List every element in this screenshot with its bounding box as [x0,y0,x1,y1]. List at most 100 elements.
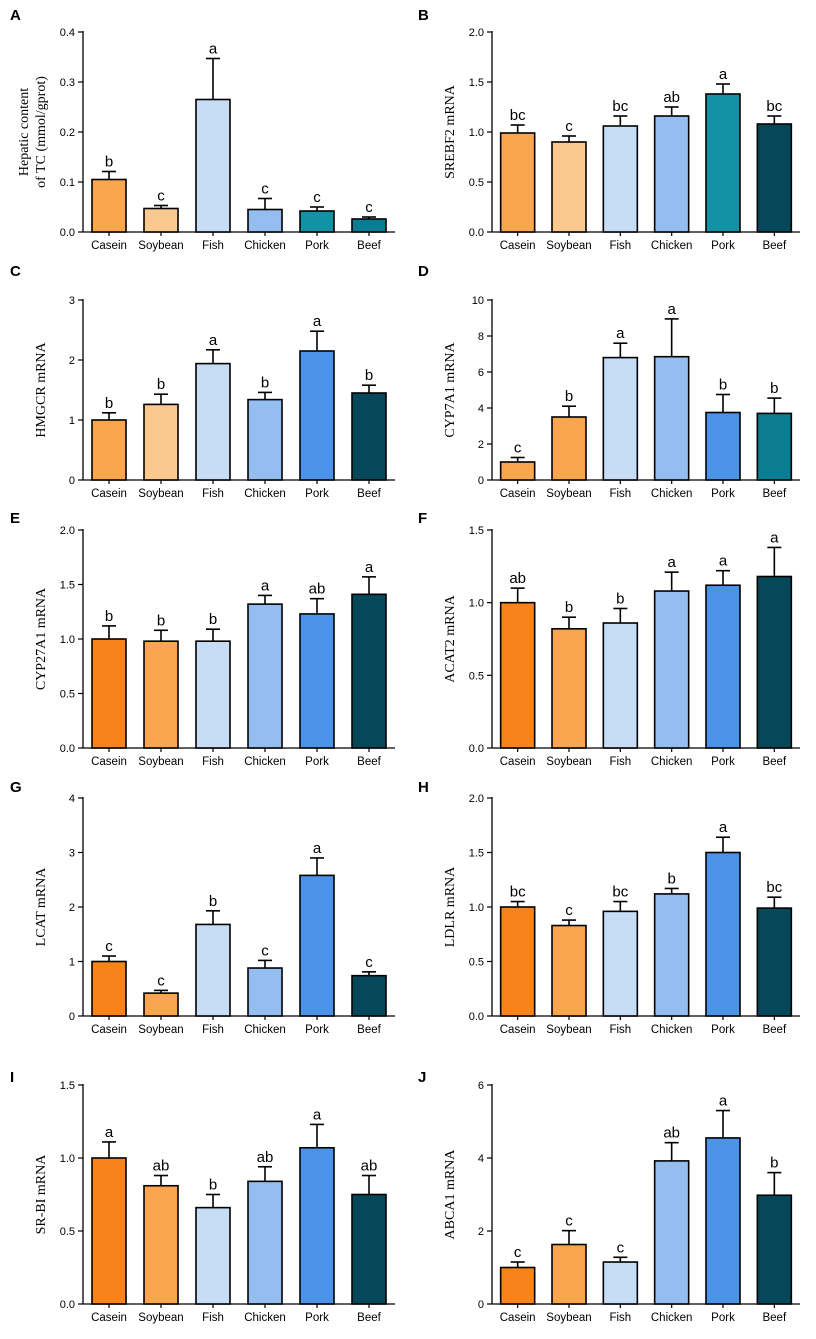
significance-label: b [105,395,113,412]
y-axis-label: of TC (mmol/gprot) [34,76,49,188]
significance-label: c [514,1244,522,1261]
significance-label: bc [612,884,628,901]
bar-beef [351,593,387,749]
category-label: Chicken [651,1312,693,1324]
category-label: Soybean [546,488,591,500]
significance-label: c [565,902,573,919]
significance-label: a [770,529,779,546]
bar-pork [705,93,741,233]
significance-label: ab [509,570,526,587]
category-label: Chicken [244,488,286,500]
significance-label: c [365,199,373,216]
y-tick-label: 3 [69,295,75,307]
significance-label: b [565,388,573,405]
y-tick-label: 4 [478,1153,484,1165]
bar-casein [91,960,127,1017]
y-tick-label: 1.5 [60,1080,75,1092]
category-label: Pork [711,240,735,252]
y-tick-label: 0.5 [60,1226,75,1238]
category-label: Chicken [651,1024,693,1036]
category-label: Soybean [138,488,183,500]
category-label: Beef [357,240,381,252]
bar-pork [705,851,741,1017]
significance-label: a [313,840,322,857]
category-label: Beef [357,1024,381,1036]
y-axis-label: LCAT mRNA [34,867,49,947]
y-tick-label: 1.0 [469,902,484,914]
bar-beef [756,123,793,233]
category-label: Casein [91,756,127,768]
significance-label: b [719,377,727,394]
category-label: Soybean [138,756,183,768]
significance-label: c [617,1239,625,1256]
significance-label: b [157,376,165,393]
category-label: Fish [609,756,631,768]
bar-beef [351,218,387,233]
significance-label: ab [153,1158,170,1175]
significance-label: b [261,374,269,391]
significance-label: b [667,870,675,887]
y-tick-label: 0.4 [60,27,75,39]
bar-chicken [247,603,283,749]
bar-soybean [143,403,179,481]
significance-label: b [157,612,165,629]
panel-d: D 0 2 4 6 8 10 CYP7A1 mRNA c Casein b Soybean a Fish a… [418,263,800,500]
significance-label: a [365,559,374,576]
category-label: Pork [711,488,735,500]
category-label: Casein [500,240,536,252]
significance-label: ab [663,1125,680,1142]
bar-pork [299,874,335,1017]
bar-casein [499,461,536,481]
category-label: Soybean [546,1312,591,1324]
bar-pork [705,1137,741,1305]
bar-chicken [653,355,690,481]
bar-chicken [653,115,690,233]
category-label: Chicken [244,240,286,252]
significance-label: c [261,181,269,198]
bar-pork [299,350,335,481]
y-tick-label: 0.5 [469,957,484,969]
category-label: Casein [91,488,127,500]
category-label: Casein [500,1312,536,1324]
panel-letter: G [10,779,22,796]
bar-fish [195,1206,231,1305]
significance-label: a [616,325,625,342]
bar-soybean [551,416,587,481]
y-tick-label: 2.0 [469,793,484,805]
category-label: Chicken [244,756,286,768]
panel-i: I 0.0 0.5 1.0 1.5 SR-BI mRNA a Casein ab Soybean b… [10,1069,395,1324]
bar-fish [602,125,639,233]
y-tick-label: 0 [478,1299,484,1311]
panel-letter: J [418,1069,426,1086]
panel-letter: H [418,779,429,796]
bar-fish [195,640,231,749]
bar-fish [602,622,639,749]
y-tick-label: 0.0 [60,743,75,755]
y-tick-label: 0.0 [469,227,484,239]
significance-label: b [209,893,217,910]
category-label: Casein [91,1312,127,1324]
y-tick-label: 0.0 [60,1299,75,1311]
category-label: Soybean [546,1024,591,1036]
y-tick-label: 2 [478,1226,484,1238]
y-tick-label: 0 [69,475,75,487]
category-label: Chicken [244,1312,286,1324]
significance-label: a [719,1093,728,1110]
category-label: Fish [202,756,224,768]
category-label: Beef [762,1312,786,1324]
y-tick-label: 10 [472,295,484,307]
category-label: Pork [305,1024,329,1036]
y-tick-label: 0.3 [60,77,75,89]
category-label: Chicken [651,488,693,500]
category-label: Beef [762,756,786,768]
y-axis-label: ACAT2 mRNA [443,594,458,682]
category-label: Fish [202,1024,224,1036]
bar-beef [351,974,387,1017]
significance-label: a [667,554,676,571]
significance-label: bc [510,884,526,901]
category-label: Fish [609,240,631,252]
bar-casein [499,1266,536,1305]
y-tick-label: 1.5 [469,77,484,89]
significance-label: b [105,154,113,171]
significance-label: a [667,301,676,318]
